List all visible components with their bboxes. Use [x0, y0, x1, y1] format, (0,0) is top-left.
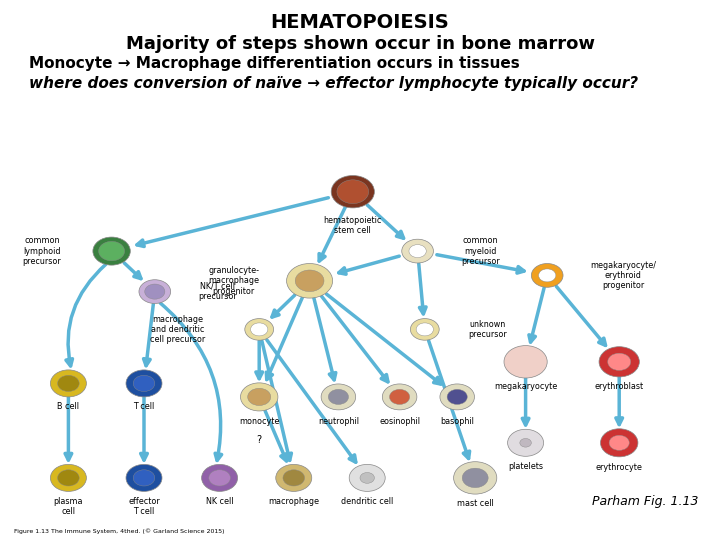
Text: Parham Fig. 1.13: Parham Fig. 1.13	[592, 495, 698, 508]
Text: where does conversion of naïve → effector lymphocyte typically occur?: where does conversion of naïve → effecto…	[29, 76, 638, 91]
Text: macrophage
and dendritic
cell precursor: macrophage and dendritic cell precursor	[150, 314, 205, 345]
Text: Majority of steps shown occur in bone marrow: Majority of steps shown occur in bone ma…	[125, 35, 595, 53]
Circle shape	[50, 464, 86, 491]
Circle shape	[462, 468, 488, 488]
Text: platelets: platelets	[508, 462, 543, 471]
Circle shape	[447, 389, 467, 404]
Text: common
lymphoid
precursor: common lymphoid precursor	[22, 236, 61, 266]
Circle shape	[126, 370, 162, 397]
Circle shape	[126, 464, 162, 491]
Text: ?: ?	[256, 435, 262, 445]
Circle shape	[440, 384, 474, 410]
Circle shape	[295, 270, 324, 292]
Text: plasma
cell: plasma cell	[54, 497, 83, 516]
Circle shape	[600, 429, 638, 457]
Text: effector
T cell: effector T cell	[128, 497, 160, 516]
Circle shape	[331, 176, 374, 208]
Text: Figure 1.13 The Immune System, 4thed. (© Garland Science 2015): Figure 1.13 The Immune System, 4thed. (©…	[14, 528, 225, 534]
Circle shape	[321, 384, 356, 410]
Circle shape	[276, 464, 312, 491]
Text: neutrophil: neutrophil	[318, 417, 359, 426]
Circle shape	[202, 464, 238, 491]
Circle shape	[402, 239, 433, 263]
Circle shape	[520, 438, 531, 447]
Text: mast cell: mast cell	[456, 500, 494, 509]
Text: dendritic cell: dendritic cell	[341, 497, 393, 506]
Circle shape	[139, 280, 171, 303]
Circle shape	[133, 470, 155, 486]
Circle shape	[99, 241, 125, 261]
Text: granulocyte-
macrophage
progenitor: granulocyte- macrophage progenitor	[208, 266, 259, 296]
Text: monocyte: monocyte	[239, 417, 279, 426]
Text: eosinophil: eosinophil	[379, 417, 420, 426]
Circle shape	[287, 264, 333, 298]
Circle shape	[360, 472, 374, 483]
Circle shape	[599, 347, 639, 377]
Text: macrophage: macrophage	[269, 497, 319, 506]
Text: NK/T cell
precursor: NK/T cell precursor	[198, 282, 237, 301]
Circle shape	[508, 429, 544, 456]
Circle shape	[50, 370, 86, 397]
Circle shape	[416, 323, 433, 336]
Circle shape	[608, 353, 631, 370]
Text: NK cell: NK cell	[206, 497, 233, 506]
Text: unknown
precursor: unknown precursor	[468, 320, 507, 339]
Text: erythrocyte: erythrocyte	[595, 463, 643, 472]
Circle shape	[58, 375, 79, 391]
Circle shape	[240, 383, 278, 411]
Text: T cell: T cell	[133, 402, 155, 411]
Circle shape	[209, 470, 230, 486]
Circle shape	[337, 180, 369, 204]
Circle shape	[93, 237, 130, 265]
Circle shape	[245, 319, 274, 340]
Text: erythroblast: erythroblast	[595, 382, 644, 392]
Circle shape	[531, 264, 563, 287]
Text: megakaryocyte/
erythroid
progenitor: megakaryocyte/ erythroid progenitor	[590, 260, 657, 291]
Text: HEMATOPOIESIS: HEMATOPOIESIS	[271, 14, 449, 32]
Circle shape	[539, 269, 556, 282]
Circle shape	[390, 389, 410, 404]
Circle shape	[504, 346, 547, 378]
Circle shape	[328, 389, 348, 404]
Circle shape	[145, 284, 165, 299]
Text: megakaryocyte: megakaryocyte	[494, 382, 557, 392]
Circle shape	[58, 470, 79, 486]
Circle shape	[410, 319, 439, 340]
Text: B cell: B cell	[58, 402, 79, 411]
Circle shape	[133, 375, 155, 391]
Circle shape	[283, 470, 305, 486]
Circle shape	[382, 384, 417, 410]
Text: hematopoietic
stem cell: hematopoietic stem cell	[323, 216, 382, 235]
Text: Monocyte → Macrophage differentiation occurs in tissues: Monocyte → Macrophage differentiation oc…	[29, 56, 520, 71]
Circle shape	[409, 245, 426, 258]
Circle shape	[248, 388, 271, 406]
Circle shape	[251, 323, 268, 336]
Circle shape	[349, 464, 385, 491]
Text: basophil: basophil	[440, 417, 474, 426]
Circle shape	[609, 435, 629, 450]
Circle shape	[454, 462, 497, 494]
Text: common
myeloid
precursor: common myeloid precursor	[461, 236, 500, 266]
